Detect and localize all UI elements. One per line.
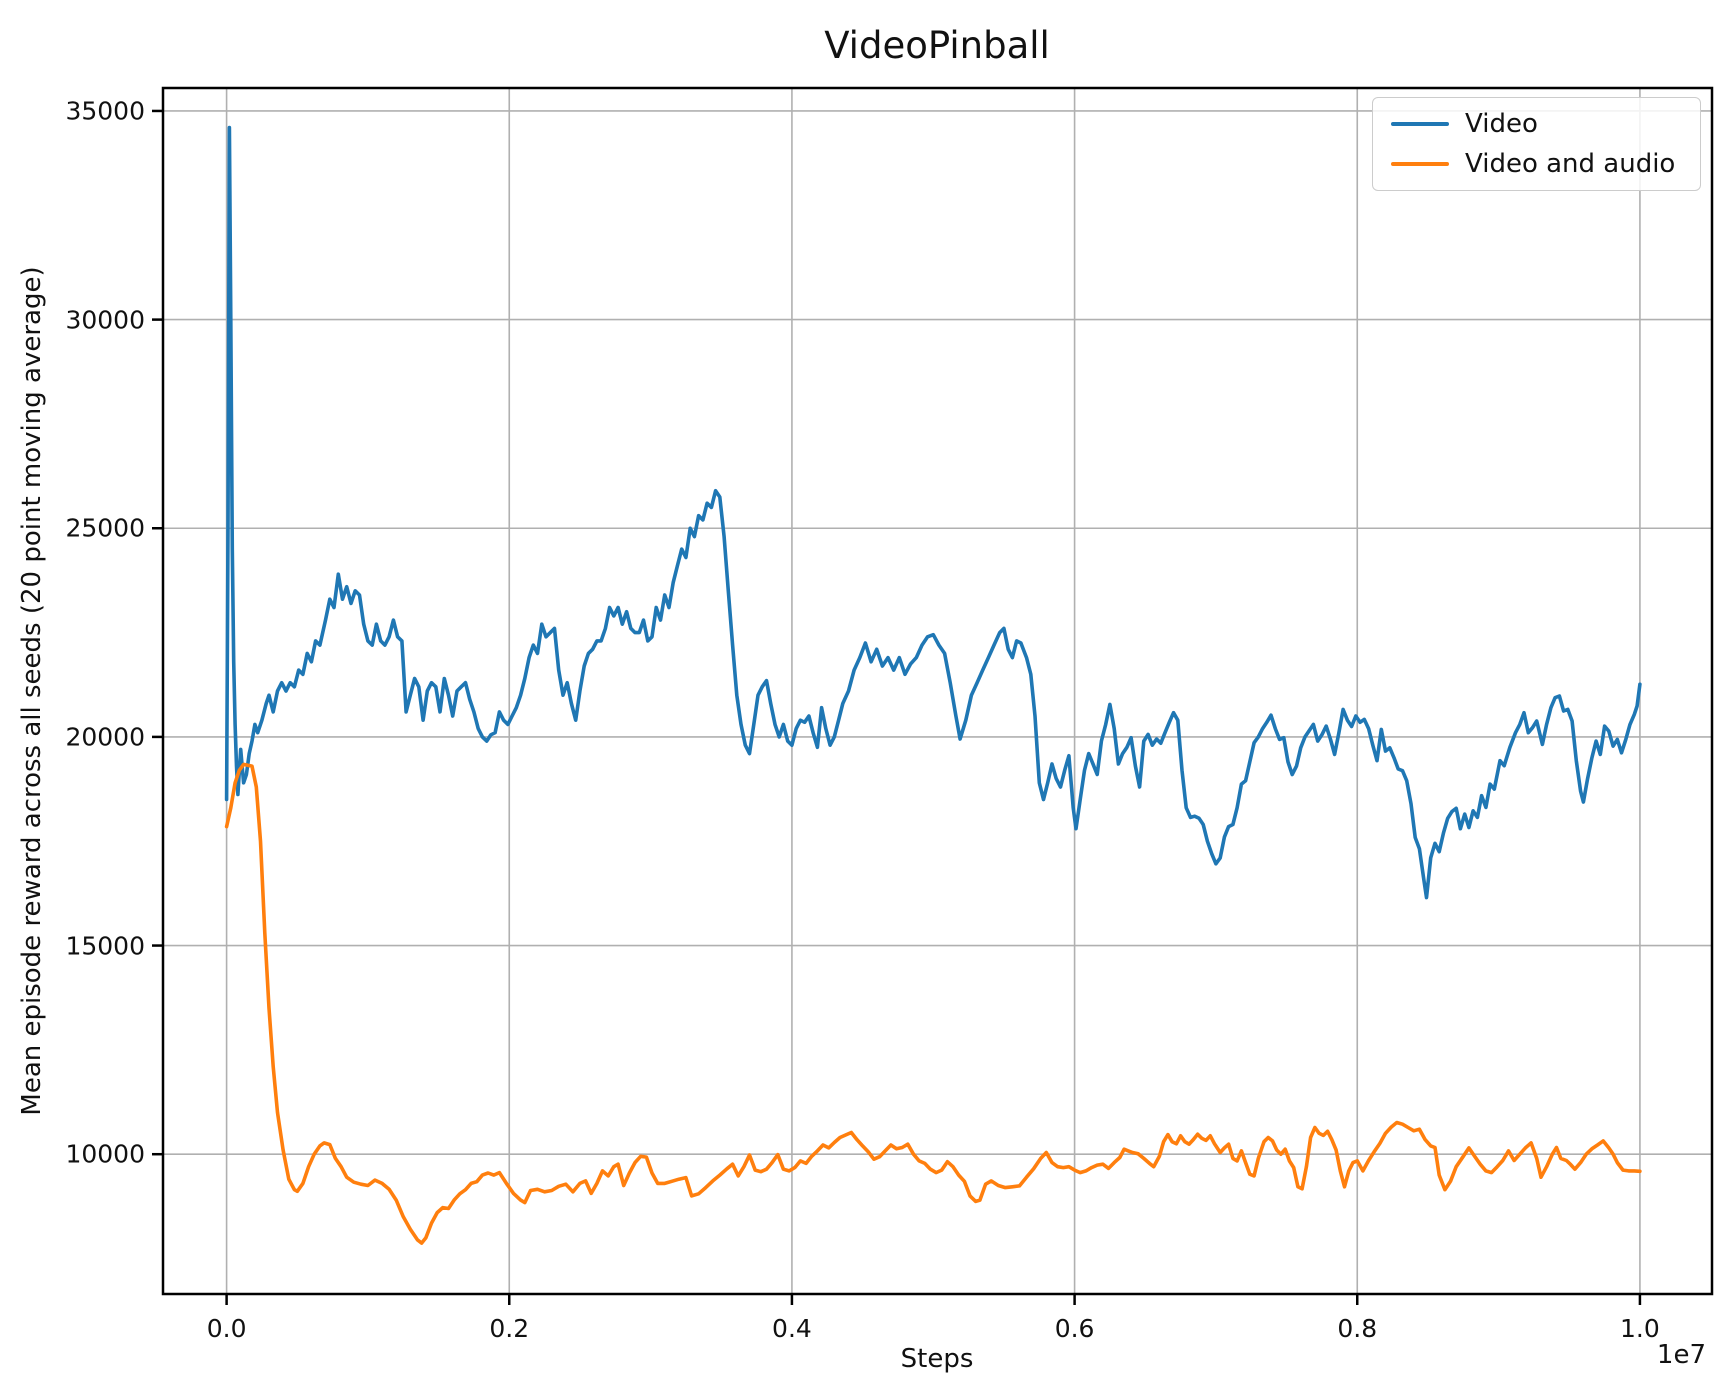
- series-line-video-and-audio: [224, 762, 1642, 1245]
- x-tick-label: 0.0: [206, 1314, 247, 1343]
- x-tick-label: 0.8: [1337, 1314, 1378, 1343]
- legend-item-video: Video: [1373, 109, 1700, 139]
- legend-label-video-and-audio: Video and audio: [1465, 149, 1676, 179]
- x-tick-label: 0.2: [489, 1314, 530, 1343]
- legend-label-video: Video: [1465, 109, 1538, 139]
- legend-item-video-and-audio: Video and audio: [1373, 149, 1700, 179]
- y-tick-label: 15000: [65, 931, 145, 961]
- y-tick-label: 10000: [65, 1139, 145, 1169]
- video-line-sample: [1391, 122, 1449, 126]
- y-tick-label: 30000: [65, 305, 145, 335]
- legend: Video Video and audio: [1372, 97, 1701, 191]
- x-axis-offset-label: 1e7: [1656, 1340, 1706, 1370]
- x-axis-label: Steps: [900, 1344, 974, 1374]
- x-tick-label: 0.4: [772, 1314, 812, 1343]
- x-tick-label: 0.6: [1054, 1314, 1095, 1343]
- x-tick-label: 1.0: [1620, 1314, 1660, 1343]
- y-tick-label: 35000: [65, 96, 145, 126]
- plot-spines: [161, 86, 1714, 1296]
- video-and-audio-line-sample: [1391, 162, 1449, 166]
- y-tick-label: 25000: [65, 513, 145, 543]
- y-axis-label: Mean episode reward across all seeds (20…: [17, 266, 47, 1116]
- y-tick-label: 20000: [65, 722, 145, 752]
- chart-title: VideoPinball: [824, 24, 1050, 67]
- series-line-video: [224, 125, 1642, 900]
